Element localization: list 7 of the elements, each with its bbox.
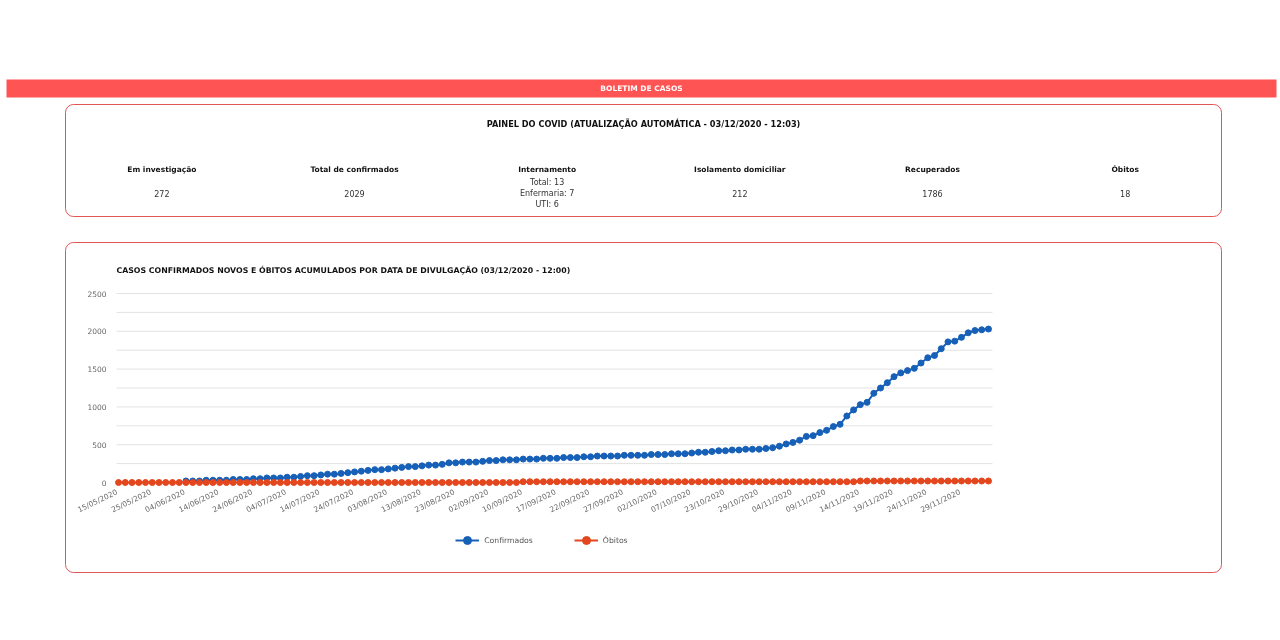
text: 2029 (344, 190, 365, 199)
text: 18 (1120, 190, 1131, 199)
text: 212 (732, 190, 748, 199)
text: PAINEL DO COVID (ATUALIZAÇÃO AUTOMÁTICA - 03/12/2020 - 12:03) (486, 117, 801, 129)
text: 1786 (922, 190, 943, 199)
text: Total: 13 Enfermaria: 7 UTI: 6 (519, 178, 575, 209)
text: 272 (154, 190, 170, 199)
